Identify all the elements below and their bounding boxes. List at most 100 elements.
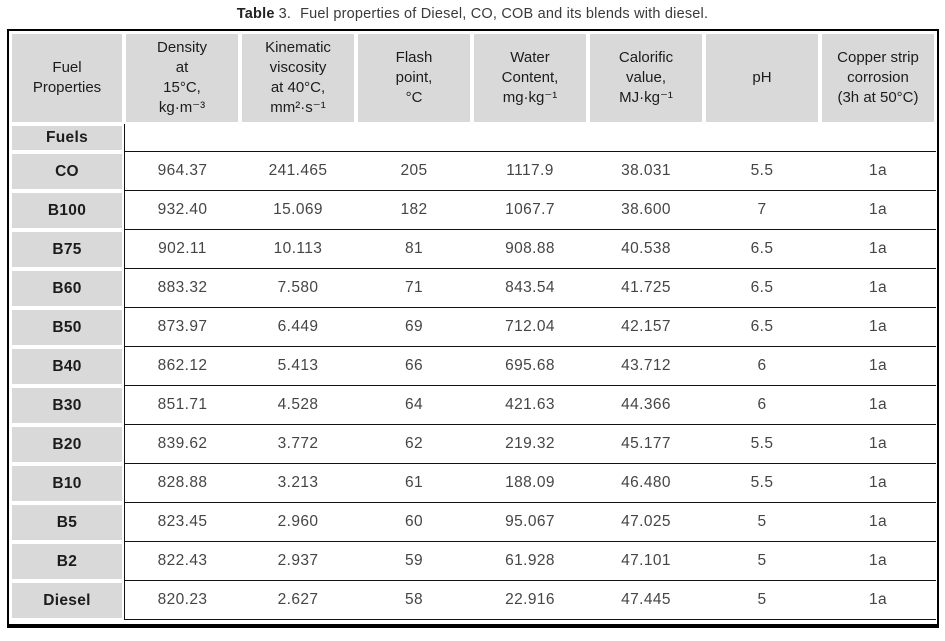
data-cell: 81 bbox=[356, 230, 472, 269]
data-cell: 219.32 bbox=[472, 425, 588, 464]
data-cell: 61 bbox=[356, 464, 472, 503]
data-cell: 182 bbox=[356, 191, 472, 230]
data-cell: 64 bbox=[356, 386, 472, 425]
data-cell: 42.157 bbox=[588, 308, 704, 347]
data-cell: 95.067 bbox=[472, 503, 588, 542]
data-cell: 883.32 bbox=[124, 269, 240, 308]
table-row: B30 851.71 4.528 64 421.63 44.366 6 1a bbox=[10, 386, 936, 425]
data-cell: 60 bbox=[356, 503, 472, 542]
data-cell: 5 bbox=[704, 542, 820, 581]
data-cell: 1117.9 bbox=[472, 152, 588, 191]
data-cell: 823.45 bbox=[124, 503, 240, 542]
fuel-properties-table: Fuel Properties Density at 15°C, kg·m⁻³ Ki… bbox=[10, 32, 936, 620]
data-cell: 1a bbox=[820, 308, 936, 347]
column-header: Fuel Properties bbox=[10, 32, 124, 124]
table-row: CO 964.37 241.465 205 1117.9 38.031 5.5 1a bbox=[10, 152, 936, 191]
table-header: Fuel Properties Density at 15°C, kg·m⁻³ Ki… bbox=[10, 32, 936, 124]
data-cell: 421.63 bbox=[472, 386, 588, 425]
empty-data-cell bbox=[820, 124, 936, 152]
column-header: Water Content, mg·kg⁻¹ bbox=[472, 32, 588, 124]
data-cell: 44.366 bbox=[588, 386, 704, 425]
data-cell: 712.04 bbox=[472, 308, 588, 347]
data-cell: 908.88 bbox=[472, 230, 588, 269]
fuel-name-cell: B20 bbox=[10, 425, 124, 464]
data-cell: 5.5 bbox=[704, 425, 820, 464]
caption-text: Fuel properties of Diesel, CO, COB and i… bbox=[300, 6, 709, 22]
data-cell: 7.580 bbox=[240, 269, 356, 308]
header-row: Fuel Properties Density at 15°C, kg·m⁻³ Ki… bbox=[10, 32, 936, 124]
data-cell: 71 bbox=[356, 269, 472, 308]
data-cell: 1a bbox=[820, 230, 936, 269]
data-cell: 4.528 bbox=[240, 386, 356, 425]
data-cell: 1a bbox=[820, 347, 936, 386]
table-row: B2 822.43 2.937 59 61.928 47.101 5 1a bbox=[10, 542, 936, 581]
data-cell: 6.449 bbox=[240, 308, 356, 347]
column-header: Kinematic viscosity at 40°C, mm²·s⁻¹ bbox=[240, 32, 356, 124]
table-row: B20 839.62 3.772 62 219.32 45.177 5.5 1a bbox=[10, 425, 936, 464]
data-cell: 820.23 bbox=[124, 581, 240, 620]
fuel-name-cell: B75 bbox=[10, 230, 124, 269]
fuel-name-cell: B60 bbox=[10, 269, 124, 308]
caption-label: Table bbox=[236, 6, 275, 22]
data-cell: 15.069 bbox=[240, 191, 356, 230]
data-cell: 851.71 bbox=[124, 386, 240, 425]
data-cell: 62 bbox=[356, 425, 472, 464]
data-cell: 1a bbox=[820, 425, 936, 464]
table-body: Fuels CO 964.37 241.465 205 1117.9 38.031 5.5 1a… bbox=[10, 124, 936, 620]
data-cell: 45.177 bbox=[588, 425, 704, 464]
column-header: Copper strip corrosion (3h at 50°C) bbox=[820, 32, 936, 124]
data-cell: 843.54 bbox=[472, 269, 588, 308]
data-cell: 1a bbox=[820, 269, 936, 308]
fuel-properties-table-frame: Fuel Properties Density at 15°C, kg·m⁻³ Ki… bbox=[7, 29, 939, 628]
column-header: Density at 15°C, kg·m⁻³ bbox=[124, 32, 240, 124]
data-cell: 205 bbox=[356, 152, 472, 191]
data-cell: 66 bbox=[356, 347, 472, 386]
data-cell: 6.5 bbox=[704, 308, 820, 347]
data-cell: 61.928 bbox=[472, 542, 588, 581]
column-header: pH bbox=[704, 32, 820, 124]
data-cell: 5.413 bbox=[240, 347, 356, 386]
data-cell: 1a bbox=[820, 503, 936, 542]
data-cell: 47.101 bbox=[588, 542, 704, 581]
data-cell: 828.88 bbox=[124, 464, 240, 503]
fuel-name-cell: Diesel bbox=[10, 581, 124, 620]
data-cell: 902.11 bbox=[124, 230, 240, 269]
table-row: B40 862.12 5.413 66 695.68 43.712 6 1a bbox=[10, 347, 936, 386]
data-cell: 41.725 bbox=[588, 269, 704, 308]
data-cell: 3.772 bbox=[240, 425, 356, 464]
data-cell: 1a bbox=[820, 581, 936, 620]
data-cell: 10.113 bbox=[240, 230, 356, 269]
fuel-name-cell: B50 bbox=[10, 308, 124, 347]
table-row: B50 873.97 6.449 69 712.04 42.157 6.5 1a bbox=[10, 308, 936, 347]
empty-data-cell bbox=[124, 124, 240, 152]
data-cell: 2.937 bbox=[240, 542, 356, 581]
data-cell: 47.445 bbox=[588, 581, 704, 620]
data-cell: 46.480 bbox=[588, 464, 704, 503]
data-cell: 1a bbox=[820, 542, 936, 581]
empty-data-cell bbox=[588, 124, 704, 152]
data-cell: 5 bbox=[704, 503, 820, 542]
data-cell: 1a bbox=[820, 464, 936, 503]
data-cell: 862.12 bbox=[124, 347, 240, 386]
data-cell: 932.40 bbox=[124, 191, 240, 230]
data-cell: 964.37 bbox=[124, 152, 240, 191]
table-row: B10 828.88 3.213 61 188.09 46.480 5.5 1a bbox=[10, 464, 936, 503]
data-cell: 1a bbox=[820, 386, 936, 425]
fuel-name-cell: B5 bbox=[10, 503, 124, 542]
table-row: B100 932.40 15.069 182 1067.7 38.600 7 1a bbox=[10, 191, 936, 230]
data-cell: 822.43 bbox=[124, 542, 240, 581]
data-cell: 839.62 bbox=[124, 425, 240, 464]
data-cell: 38.031 bbox=[588, 152, 704, 191]
data-cell: 1a bbox=[820, 191, 936, 230]
fuel-name-cell: B30 bbox=[10, 386, 124, 425]
data-cell: 22.916 bbox=[472, 581, 588, 620]
table-row: B75 902.11 10.113 81 908.88 40.538 6.5 1a bbox=[10, 230, 936, 269]
data-cell: 6 bbox=[704, 386, 820, 425]
data-cell: 6.5 bbox=[704, 230, 820, 269]
data-cell: 1067.7 bbox=[472, 191, 588, 230]
fuel-name-cell: B40 bbox=[10, 347, 124, 386]
data-cell: 695.68 bbox=[472, 347, 588, 386]
data-cell: 38.600 bbox=[588, 191, 704, 230]
data-cell: 5 bbox=[704, 581, 820, 620]
empty-data-cell bbox=[240, 124, 356, 152]
